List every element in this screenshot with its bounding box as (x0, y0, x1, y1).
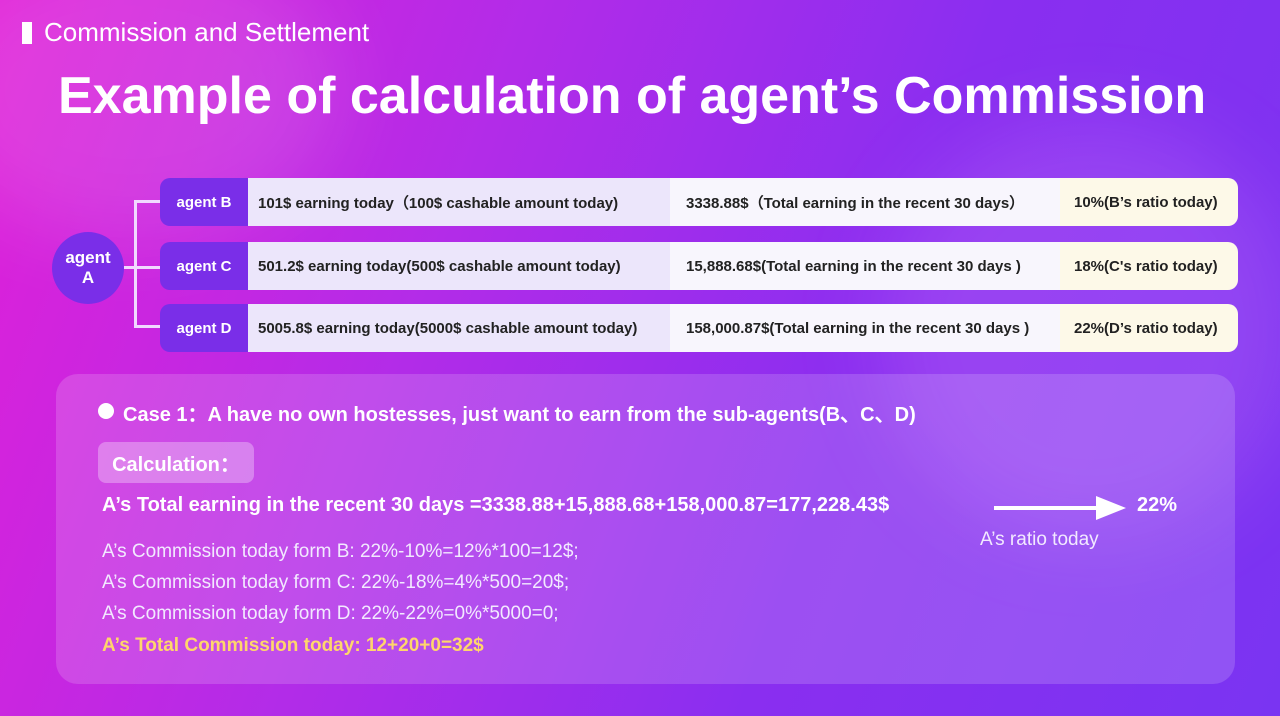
ratio: 22%(D’s ratio today) (1060, 304, 1238, 352)
bullet (98, 403, 114, 419)
ratio-caption: A’s ratio today (980, 529, 1099, 550)
connector (134, 200, 137, 328)
commission-line: A’s Commission today form C: 22%-18%=4%*… (102, 572, 570, 593)
agent-row: agent C 501.2$ earning today(500$ cashab… (160, 242, 1238, 290)
calculation-label: Calculation： (112, 454, 240, 476)
total: 3338.88$（Total earning in the recent 30 … (670, 178, 1060, 226)
result-line: A’s Total Commission today: 12+20+0=32$ (102, 635, 484, 656)
connector (134, 200, 160, 203)
total: 158,000.87$(Total earning in the recent … (670, 304, 1060, 352)
ratio-value: 22% (1137, 494, 1178, 516)
case-panel (56, 374, 1235, 684)
commission-line: A’s Commission today form D: 22%-22%=0%*… (102, 603, 559, 624)
agent-label: agent D (160, 304, 248, 352)
calculation-badge: Calculation： (98, 442, 254, 483)
earning: 101$ earning today（100$ cashable amount … (248, 178, 670, 226)
agent-label: agent B (160, 178, 248, 226)
agent-row: agent B 101$ earning today（100$ cashable… (160, 178, 1238, 226)
commission-line: A’s Commission today form B: 22%-10%=12%… (102, 541, 579, 562)
root-label: agent A (65, 248, 111, 287)
ratio: 10%(B’s ratio today) (1060, 178, 1238, 226)
agent-row: agent D 5005.8$ earning today(5000$ cash… (160, 304, 1238, 352)
section-marker (22, 22, 32, 44)
arrow-head (1096, 496, 1126, 520)
ratio: 18%(C's ratio today) (1060, 242, 1238, 290)
earning: 501.2$ earning today(500$ cashable amoun… (248, 242, 670, 290)
section-title: Commission and Settlement (44, 17, 370, 47)
total-line: A’s Total earning in the recent 30 days … (102, 494, 890, 516)
root-node: agent A (52, 232, 124, 304)
connector (134, 325, 160, 328)
agent-label: agent C (160, 242, 248, 290)
connector (124, 266, 160, 269)
total: 15,888.68$(Total earning in the recent 3… (670, 242, 1060, 290)
case-heading: Case 1：A have no own hostesses, just wan… (123, 404, 916, 426)
slide-title: Example of calculation of agent’s Commis… (58, 67, 1207, 125)
arrow (994, 496, 1126, 520)
earning: 5005.8$ earning today(5000$ cashable amo… (248, 304, 670, 352)
